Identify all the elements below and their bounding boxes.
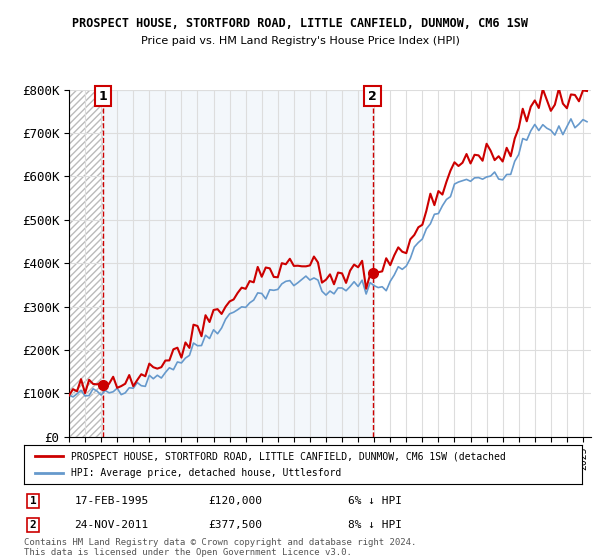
Text: 2: 2 <box>368 90 377 102</box>
Text: 8% ↓ HPI: 8% ↓ HPI <box>347 520 401 530</box>
Bar <box>103 90 373 437</box>
Text: HPI: Average price, detached house, Uttlesford: HPI: Average price, detached house, Uttl… <box>71 468 341 478</box>
Text: 1: 1 <box>29 496 37 506</box>
Text: 6% ↓ HPI: 6% ↓ HPI <box>347 496 401 506</box>
Text: 1: 1 <box>98 90 107 102</box>
Text: £377,500: £377,500 <box>208 520 262 530</box>
Text: 2: 2 <box>29 520 37 530</box>
Text: PROSPECT HOUSE, STORTFORD ROAD, LITTLE CANFIELD, DUNMOW, CM6 1SW: PROSPECT HOUSE, STORTFORD ROAD, LITTLE C… <box>72 17 528 30</box>
Text: 24-NOV-2011: 24-NOV-2011 <box>74 520 148 530</box>
Text: £120,000: £120,000 <box>208 496 262 506</box>
Bar <box>373 90 591 437</box>
Text: Contains HM Land Registry data © Crown copyright and database right 2024.
This d: Contains HM Land Registry data © Crown c… <box>24 538 416 557</box>
Text: Price paid vs. HM Land Registry's House Price Index (HPI): Price paid vs. HM Land Registry's House … <box>140 36 460 46</box>
Text: 17-FEB-1995: 17-FEB-1995 <box>74 496 148 506</box>
Text: PROSPECT HOUSE, STORTFORD ROAD, LITTLE CANFIELD, DUNMOW, CM6 1SW (detached: PROSPECT HOUSE, STORTFORD ROAD, LITTLE C… <box>71 451 506 461</box>
Bar <box>69 90 103 437</box>
